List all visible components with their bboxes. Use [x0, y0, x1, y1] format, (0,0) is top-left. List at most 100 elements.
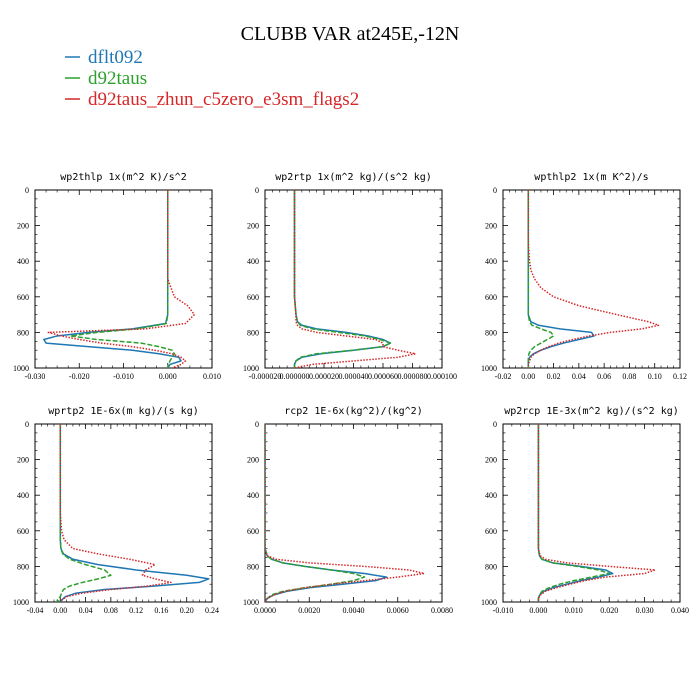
xtick-label: 0.08: [622, 372, 636, 381]
xtick-label: 0.20: [180, 606, 194, 615]
ytick-label: 600: [485, 293, 497, 302]
ytick-label: 400: [17, 257, 29, 266]
xtick-label: 0.02: [547, 372, 561, 381]
ytick-label: 1000: [243, 364, 259, 373]
ytick-label: 0: [255, 420, 259, 429]
series-line-d92taus_zhun_c5zero_e3sm_flags2: [537, 424, 656, 602]
xtick-label: -0.010: [493, 606, 514, 615]
ytick-label: 1000: [481, 364, 497, 373]
ytick-label: 600: [17, 293, 29, 302]
xtick-label: -0.04: [27, 606, 44, 615]
xtick-label: 0.10: [648, 372, 662, 381]
panel-5: wp2rcp 1E-3x(m^2 kg)/(s^2 kg) -0.010 0.000…: [481, 406, 689, 615]
ytick-label: 800: [485, 328, 497, 337]
ytick-label: 600: [485, 527, 497, 536]
ytick-label: 400: [247, 257, 259, 266]
panel-frame-2: [502, 189, 681, 369]
xtick-label: 0.030: [636, 606, 654, 615]
panel-frame-5: [502, 423, 681, 603]
ytick-label: 200: [17, 456, 29, 465]
ytick-label: 200: [247, 456, 259, 465]
ytick-label: 1000: [13, 364, 29, 373]
xtick-label: -0.010: [113, 372, 134, 381]
series-line-d92taus_zhun_c5zero_e3sm_flags2: [527, 190, 660, 368]
xtick-label: 0.04: [572, 372, 586, 381]
xtick-label: 0.0080: [431, 606, 453, 615]
ytick-label: 800: [17, 562, 29, 571]
panel-0: wp2thlp 1x(m^2 K)/s^2 -0.030 -0.020 -0.010 0…: [13, 172, 221, 381]
panel-2: wpthlp2 1x(m K^2)/s -0.02 0.00 0.02 0.04 0.06…: [481, 172, 687, 381]
xtick-label: 0.04: [79, 606, 93, 615]
xtick-label: 0.06: [597, 372, 611, 381]
xtick-label: 0.0020: [298, 606, 320, 615]
ytick-label: 0: [255, 186, 259, 195]
series-line-d92taus_zhun_c5zero_e3sm_flags2: [265, 424, 426, 602]
series-line-d92taus: [265, 424, 366, 602]
xtick-label: 0.12: [129, 606, 143, 615]
ytick-label: 800: [247, 328, 259, 337]
ytick-label: 600: [247, 527, 259, 536]
ytick-label: 200: [17, 222, 29, 231]
ytick-label: 0: [493, 186, 497, 195]
xtick-label: -0.02: [495, 372, 512, 381]
series-group-3: [56, 424, 210, 602]
ytick-label: 1000: [481, 598, 497, 607]
ytick-label: 200: [247, 222, 259, 231]
ytick-label: 800: [247, 562, 259, 571]
xtick-label: 0.000000: [280, 372, 310, 381]
xtick-label: 0.000080: [398, 372, 428, 381]
panel-title-5: wp2rcp 1E-3x(m^2 kg)/(s^2 kg): [504, 406, 679, 417]
xtick-label: 0.000040: [339, 372, 369, 381]
series-line-d92taus: [527, 190, 555, 368]
legend-label-2: d92taus_zhun_c5zero_e3sm_flags2: [88, 89, 359, 110]
xtick-label: 0.08: [104, 606, 118, 615]
ytick-label: 0: [493, 420, 497, 429]
panel-title-2: wpthlp2 1x(m K^2)/s: [534, 172, 648, 183]
panel-frame-1: [264, 189, 443, 369]
xtick-label: 0.020: [600, 606, 618, 615]
series-line-dflt092: [59, 424, 210, 602]
ytick-label: 600: [247, 293, 259, 302]
series-line-d92taus: [537, 424, 610, 602]
ytick-label: 800: [485, 562, 497, 571]
series-line-dflt092: [293, 190, 392, 368]
series-line-d92taus: [56, 424, 112, 602]
series-group-1: [293, 190, 417, 368]
series-line-dflt092: [527, 190, 595, 368]
series-line-d92taus: [69, 190, 176, 368]
series-group-4: [265, 424, 426, 602]
xtick-label: 0.010: [203, 372, 221, 381]
panel-title-4: rcp2 1E-6x(kg^2)/(kg^2): [284, 406, 422, 417]
ytick-label: 200: [485, 222, 497, 231]
xtick-label: 0.000: [159, 372, 177, 381]
panel-1: wp2rtp 1x(m^2 kg)/(s^2 kg)-0.0000200.000…: [243, 172, 457, 381]
ytick-label: 0: [25, 186, 29, 195]
ytick-label: 400: [247, 491, 259, 500]
panel-3: wprtp2 1E-6x(m kg)/(s kg) -0.04 0.00 0.04 0.…: [13, 406, 219, 615]
xtick-label: -0.000020: [249, 372, 282, 381]
xtick-label: 0.0000: [254, 606, 276, 615]
ytick-label: 0: [25, 420, 29, 429]
ytick-label: 200: [485, 456, 497, 465]
xtick-label: 0.0040: [343, 606, 365, 615]
xtick-label: 0.000: [529, 606, 547, 615]
xtick-label: 0.16: [154, 606, 168, 615]
xtick-label: 0.24: [205, 606, 219, 615]
xtick-label: 0.0060: [387, 606, 409, 615]
xtick-label: -0.020: [69, 372, 90, 381]
ytick-label: 1000: [13, 598, 29, 607]
xtick-label: 0.040: [671, 606, 689, 615]
xtick-label: 0.000100: [427, 372, 457, 381]
xtick-label: 0.010: [565, 606, 583, 615]
ytick-label: 400: [485, 491, 497, 500]
ytick-label: 600: [17, 527, 29, 536]
panel-title-0: wp2thlp 1x(m^2 K)/s^2: [60, 172, 186, 183]
panel-frame-4: [264, 423, 443, 603]
panel-title-3: wprtp2 1E-6x(m kg)/(s kg): [48, 406, 199, 417]
ytick-label: 400: [17, 491, 29, 500]
series-group-0: [43, 190, 196, 368]
series-group-2: [527, 190, 660, 368]
ytick-label: 1000: [243, 598, 259, 607]
xtick-label: -0.030: [25, 372, 46, 381]
